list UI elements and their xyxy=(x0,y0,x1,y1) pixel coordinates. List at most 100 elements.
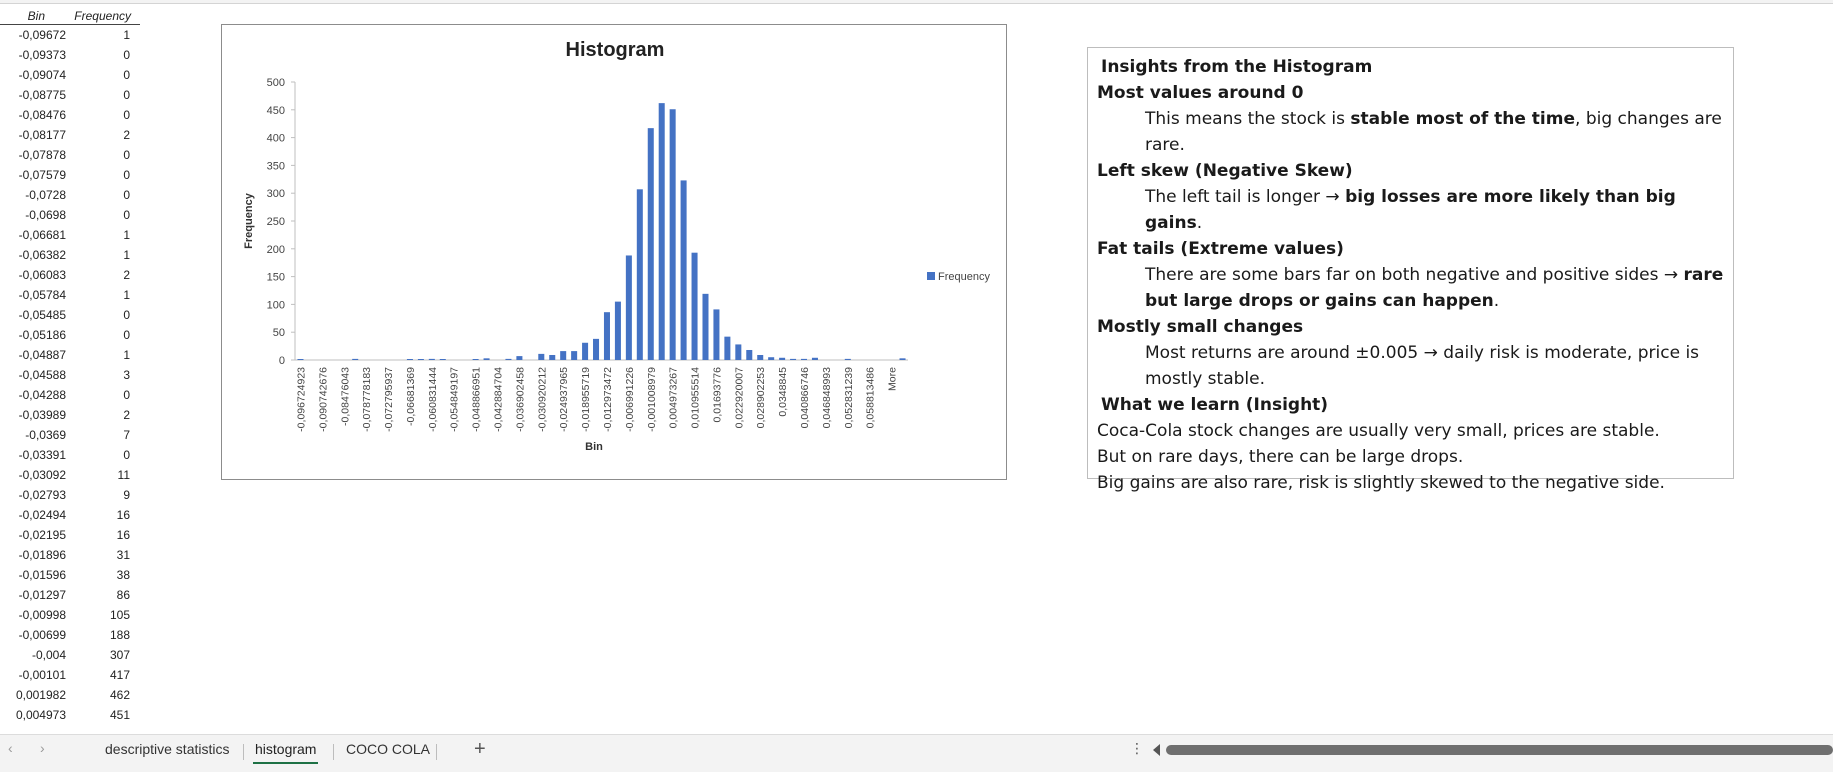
bin-cell[interactable]: -0,08177 xyxy=(18,128,66,142)
bin-cell[interactable]: -0,09373 xyxy=(18,48,66,62)
bin-cell[interactable]: -0,02494 xyxy=(18,508,66,522)
y-axis-title: Frequency xyxy=(243,192,255,249)
bin-cell[interactable]: -0,06382 xyxy=(18,248,66,262)
y-tick-label: 50 xyxy=(273,327,285,339)
table-body: -0,09672 1 -0,09373 0 -0,09074 0 -0,08775 0 -0,0… xyxy=(0,25,140,725)
bin-cell[interactable]: -0,0698 xyxy=(25,208,66,222)
histogram-chart[interactable]: Histogram 0 50 100 150 200 250 300 350 400 450 500… xyxy=(221,24,1007,480)
x-tick-label: -0,072795937 xyxy=(383,367,395,432)
table-row: -0,06681 1 xyxy=(0,225,140,245)
bin-cell[interactable]: -0,02195 xyxy=(18,528,66,542)
bin-cell[interactable]: 0,001982 xyxy=(15,688,66,702)
frequency-cell[interactable]: 16 xyxy=(116,528,130,542)
bin-cell[interactable]: -0,07878 xyxy=(18,148,66,162)
bin-cell[interactable]: -0,08476 xyxy=(18,108,66,122)
bin-cell[interactable]: -0,03092 xyxy=(18,468,66,482)
bin-header[interactable]: Bin xyxy=(27,9,45,23)
frequency-cell[interactable]: 16 xyxy=(116,508,130,522)
table-row: -0,00998 105 xyxy=(0,605,140,625)
frequency-cell[interactable]: 307 xyxy=(109,648,130,662)
frequency-cell[interactable]: 1 xyxy=(123,28,130,42)
frequency-cell[interactable]: 188 xyxy=(109,628,130,642)
bin-cell[interactable]: -0,05186 xyxy=(18,328,66,342)
legend-label: Frequency xyxy=(938,271,990,283)
bin-cell[interactable]: -0,01596 xyxy=(18,568,66,582)
table-row: -0,01596 38 xyxy=(0,565,140,585)
bin-cell[interactable]: -0,02793 xyxy=(18,488,66,502)
bin-cell[interactable]: -0,03989 xyxy=(18,408,66,422)
bin-cell[interactable]: -0,09074 xyxy=(18,68,66,82)
frequency-cell[interactable]: 0 xyxy=(123,388,130,402)
frequency-cell[interactable]: 0 xyxy=(123,208,130,222)
bin-cell[interactable]: 0,004973 xyxy=(15,708,66,722)
bin-cell[interactable]: -0,04588 xyxy=(18,368,66,382)
table-row: 0,004973 451 xyxy=(0,705,140,725)
bin-cell[interactable]: -0,00101 xyxy=(18,668,66,682)
bin-cell[interactable]: -0,01297 xyxy=(18,588,66,602)
frequency-cell[interactable]: 1 xyxy=(123,348,130,362)
frequency-cell[interactable]: 417 xyxy=(109,668,130,682)
bin-cell[interactable]: -0,05485 xyxy=(18,308,66,322)
next-sheet-button[interactable]: › xyxy=(40,740,45,756)
bin-cell[interactable]: -0,03391 xyxy=(18,448,66,462)
bin-cell[interactable]: -0,04288 xyxy=(18,388,66,402)
frequency-cell[interactable]: 2 xyxy=(123,408,130,422)
insight-text-4: Most returns are around ±0.005 → daily r… xyxy=(1145,343,1700,389)
frequency-cell[interactable]: 11 xyxy=(117,468,130,482)
bin-cell[interactable]: -0,09672 xyxy=(18,28,66,42)
histogram-bar xyxy=(669,109,676,360)
prev-sheet-button[interactable]: ‹ xyxy=(8,740,13,756)
frequency-cell[interactable]: 1 xyxy=(123,288,130,302)
frequency-cell[interactable]: 1 xyxy=(123,228,130,242)
bin-cell[interactable]: -0,00998 xyxy=(18,608,66,622)
frequency-cell[interactable]: 0 xyxy=(123,168,130,182)
bin-cell[interactable]: -0,0728 xyxy=(25,188,66,202)
table-row: -0,04288 0 xyxy=(0,385,140,405)
insights-textbox[interactable]: Insights from the Histogram Most values … xyxy=(1087,47,1734,493)
frequency-cell[interactable]: 0 xyxy=(123,148,130,162)
bin-cell[interactable]: -0,06083 xyxy=(18,268,66,282)
bin-cell[interactable]: -0,004 xyxy=(31,648,66,662)
bin-cell[interactable]: -0,04887 xyxy=(18,348,66,362)
scroll-left-arrow-icon[interactable] xyxy=(1153,744,1160,756)
frequency-cell[interactable]: 451 xyxy=(109,708,130,722)
tab-separator xyxy=(333,744,334,760)
add-sheet-button[interactable]: + xyxy=(474,738,486,760)
table-row: -0,01297 86 xyxy=(0,585,140,605)
frequency-cell[interactable]: 105 xyxy=(109,608,130,622)
bin-cell[interactable]: -0,00699 xyxy=(18,628,66,642)
frequency-cell[interactable]: 3 xyxy=(123,368,130,382)
frequency-cell[interactable]: 7 xyxy=(123,428,130,442)
x-tick-label: -0,078778183 xyxy=(361,367,373,432)
frequency-cell[interactable]: 9 xyxy=(123,488,130,502)
frequency-cell[interactable]: 86 xyxy=(116,588,130,602)
frequency-cell[interactable]: 0 xyxy=(123,448,130,462)
frequency-cell[interactable]: 2 xyxy=(123,268,130,282)
bin-cell[interactable]: -0,01896 xyxy=(18,548,66,562)
frequency-cell[interactable]: 1 xyxy=(123,248,130,262)
bin-cell[interactable]: -0,0369 xyxy=(25,428,66,442)
frequency-cell[interactable]: 31 xyxy=(116,548,130,562)
bin-cell[interactable]: -0,06681 xyxy=(18,228,66,242)
frequency-cell[interactable]: 0 xyxy=(123,88,130,102)
tab-descriptive-statistics[interactable]: descriptive statistics xyxy=(105,741,230,757)
bin-cell[interactable]: -0,05784 xyxy=(18,288,66,302)
table-row: -0,03989 2 xyxy=(0,405,140,425)
frequency-cell[interactable]: 0 xyxy=(123,68,130,82)
frequency-cell[interactable]: 0 xyxy=(123,108,130,122)
frequency-cell[interactable]: 0 xyxy=(123,308,130,322)
bin-cell[interactable]: -0,08775 xyxy=(18,88,66,102)
frequency-cell[interactable]: 2 xyxy=(123,128,130,142)
more-options-icon[interactable]: ⋮ xyxy=(1130,740,1144,756)
frequency-cell[interactable]: 0 xyxy=(123,328,130,342)
frequency-cell[interactable]: 462 xyxy=(109,688,130,702)
frequency-cell[interactable]: 0 xyxy=(123,188,130,202)
horizontal-scrollbar-thumb[interactable] xyxy=(1166,745,1833,755)
frequency-cell[interactable]: 38 xyxy=(116,568,130,582)
tab-coco-cola[interactable]: COCO COLA xyxy=(346,741,431,757)
frequency-cell[interactable]: 0 xyxy=(123,48,130,62)
tab-histogram[interactable]: histogram xyxy=(252,741,319,765)
x-tick-label: 0,022920007 xyxy=(733,367,745,428)
bin-cell[interactable]: -0,07579 xyxy=(18,168,66,182)
frequency-header[interactable]: Frequency xyxy=(74,9,131,23)
